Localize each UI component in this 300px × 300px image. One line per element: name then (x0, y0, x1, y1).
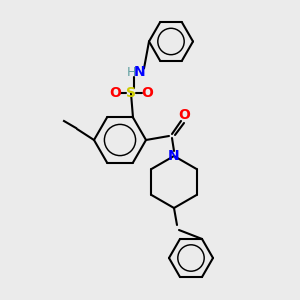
Text: O: O (141, 86, 153, 100)
Text: N: N (168, 149, 180, 163)
Text: N: N (134, 65, 146, 80)
Text: O: O (109, 86, 121, 100)
Text: O: O (178, 108, 190, 122)
Text: S: S (126, 86, 136, 100)
Text: H: H (126, 66, 136, 79)
